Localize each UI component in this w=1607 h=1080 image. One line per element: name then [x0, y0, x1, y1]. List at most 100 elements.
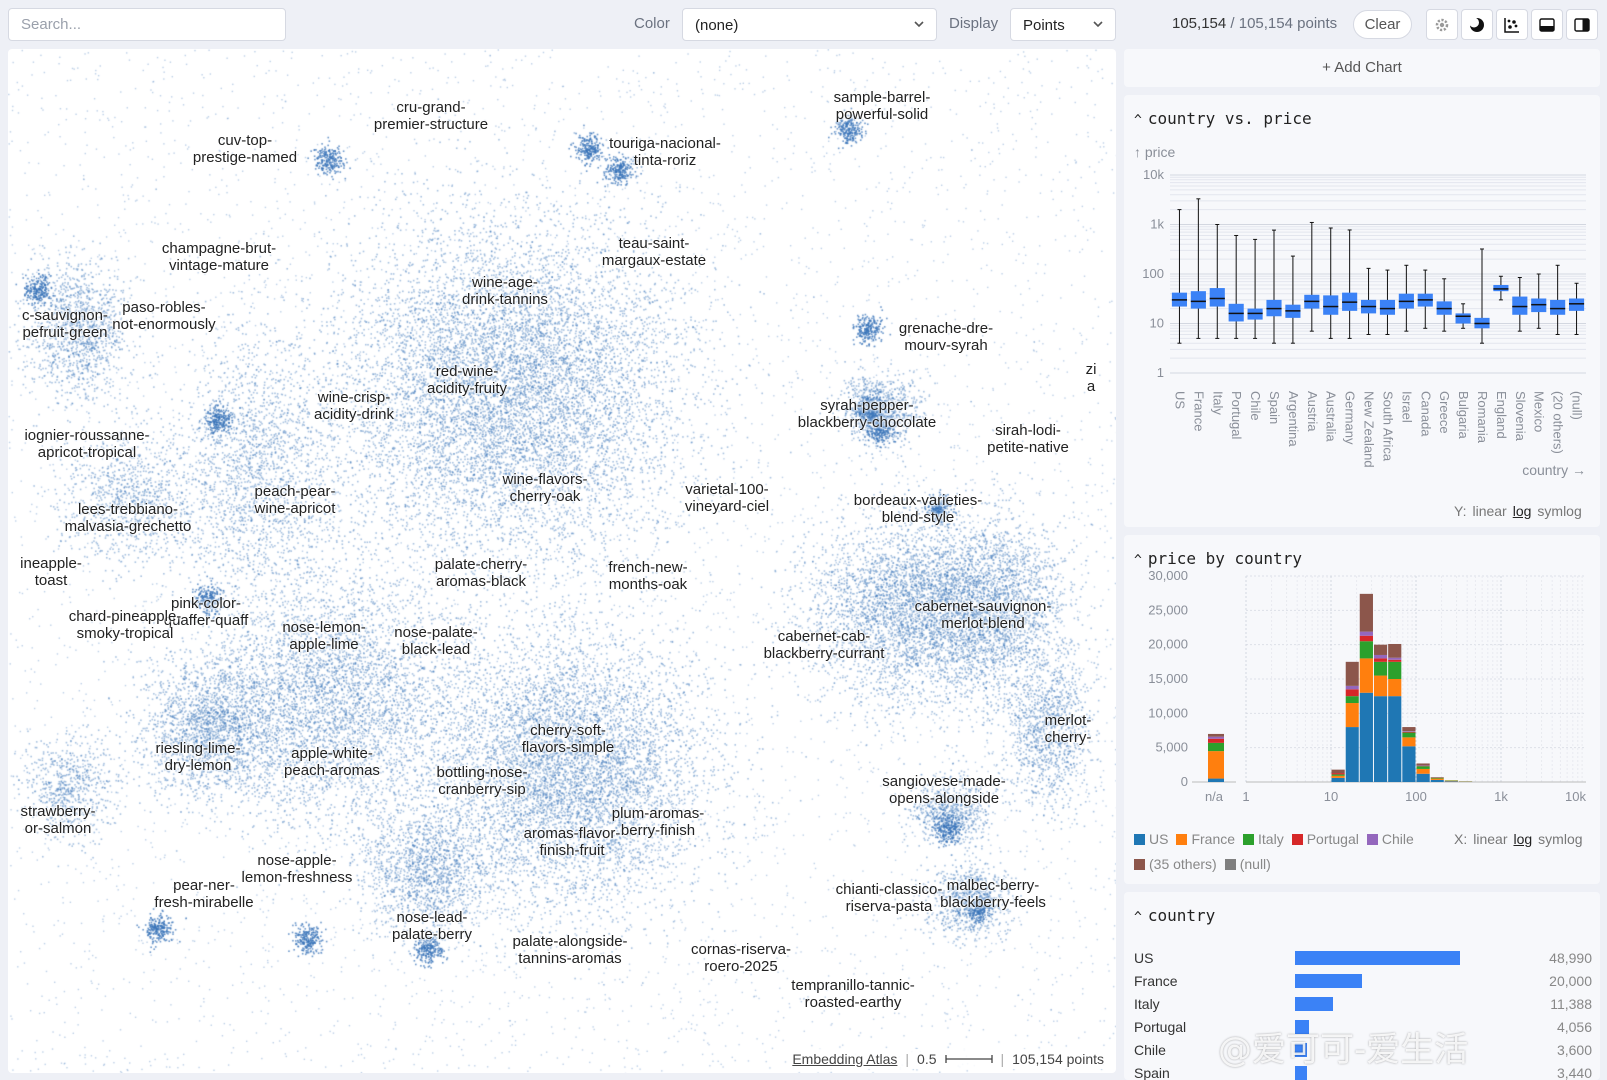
scale-option-linear[interactable]: linear — [1473, 831, 1508, 847]
cluster-label[interactable]: champagne-brut-vintage-mature — [161, 240, 277, 274]
histogram-bar-segment[interactable] — [1373, 644, 1388, 655]
histogram-bar-segment[interactable] — [1345, 689, 1359, 697]
histogram-bar-segment[interactable] — [1359, 658, 1373, 693]
cluster-label[interactable]: sangiovese-made-opens-alongside — [882, 773, 1006, 807]
cluster-label[interactable]: french-new-months-oak — [608, 559, 688, 593]
histogram-bar-segment[interactable] — [1331, 775, 1345, 778]
settings-button[interactable] — [1426, 9, 1458, 40]
histogram-bar-segment[interactable] — [1373, 654, 1388, 659]
histogram-bar-segment[interactable] — [1208, 778, 1224, 782]
add-chart-button[interactable]: + Add Chart — [1124, 49, 1600, 87]
cluster-label[interactable]: wine-crisp-acidity-drink — [313, 389, 395, 423]
histogram-bar-segment[interactable] — [1416, 766, 1430, 769]
histogram-bar-segment[interactable] — [1402, 746, 1416, 782]
cluster-label[interactable]: syrah-pepper-blackberry-chocolate — [797, 397, 937, 431]
country-list-title[interactable]: ^ country — [1134, 906, 1215, 925]
caret-up-icon[interactable]: ^ — [1134, 113, 1142, 128]
histogram-bar-segment[interactable] — [1331, 774, 1345, 776]
country-row[interactable]: US 48,990 — [1134, 946, 1592, 969]
histogram-bar-segment[interactable] — [1416, 773, 1430, 782]
histogram-bar-segment[interactable] — [1430, 778, 1444, 780]
cluster-label[interactable]: plum-aromas-berry-finish — [611, 805, 705, 839]
histogram-bar-segment[interactable] — [1208, 742, 1224, 752]
side-panel-button[interactable] — [1566, 9, 1598, 40]
cluster-label[interactable]: cuv-top-prestige-named — [192, 132, 298, 166]
histogram-bar-segment[interactable] — [1402, 732, 1416, 738]
theme-button[interactable] — [1461, 9, 1493, 40]
cluster-label[interactable]: chard-pineapple-smoky-tropical — [68, 608, 182, 642]
box[interactable] — [1190, 291, 1206, 309]
box[interactable] — [1512, 296, 1528, 315]
bottom-panel-button[interactable] — [1531, 9, 1563, 40]
histogram-bar-segment[interactable] — [1208, 738, 1224, 743]
scatter-mode-button[interactable] — [1496, 9, 1528, 40]
legend-item[interactable]: (35 others) — [1134, 856, 1217, 872]
histogram-bar-segment[interactable] — [1388, 696, 1402, 782]
histogram-bar-segment[interactable] — [1416, 768, 1430, 774]
histogram-bar-segment[interactable] — [1444, 780, 1458, 782]
histogram-bar-segment[interactable] — [1331, 769, 1345, 774]
cluster-label[interactable]: pink-color-quaffer-quaff — [163, 595, 249, 629]
cluster-label[interactable]: strawberry-or-salmon — [20, 803, 96, 837]
legend-item[interactable]: France — [1176, 831, 1235, 847]
cluster-label[interactable]: apple-white-peach-aromas — [284, 745, 380, 779]
country-row[interactable]: Chile 3,600 — [1134, 1038, 1592, 1061]
histogram-bar-segment[interactable] — [1208, 733, 1224, 737]
histogram-bar-segment[interactable] — [1416, 763, 1430, 766]
cluster-label[interactable]: chianti-classico-riserva-pasta — [835, 881, 943, 915]
histogram-bar-segment[interactable] — [1345, 727, 1359, 782]
caret-up-icon[interactable]: ^ — [1134, 553, 1142, 568]
box[interactable] — [1455, 313, 1471, 324]
cluster-label[interactable]: nose-lead-palate-berry — [391, 909, 473, 943]
histogram-bar-segment[interactable] — [1373, 696, 1388, 782]
cluster-label[interactable]: palate-alongside-tannins-aromas — [512, 933, 628, 967]
embedding-map[interactable]: cru-grand-premier-structure sample-barrel… — [8, 49, 1116, 1073]
histogram-bar-segment[interactable] — [1359, 641, 1373, 659]
histogram-title[interactable]: ^ price by country — [1134, 549, 1302, 568]
cluster-label[interactable]: wine-age-drink-tannins — [462, 274, 548, 308]
cluster-label[interactable]: paso-robles-not-enormously — [112, 299, 216, 333]
histogram-bar-segment[interactable] — [1208, 736, 1224, 739]
histogram-bar-segment[interactable] — [1430, 779, 1444, 782]
cluster-label[interactable]: bottling-nose-cranberry-sip — [436, 764, 528, 798]
box[interactable] — [1550, 299, 1566, 315]
histogram-bar-segment[interactable] — [1359, 631, 1373, 636]
histogram-bar-segment[interactable] — [1373, 675, 1388, 697]
histogram-bar-segment[interactable] — [1402, 737, 1416, 747]
legend-item[interactable]: (null) — [1224, 856, 1271, 872]
cluster-label[interactable]: palate-cherry-aromas-black — [434, 556, 528, 590]
histogram-bar-segment[interactable] — [1331, 777, 1345, 782]
cluster-label[interactable]: grenache-dre-mourv-syrah — [898, 320, 994, 354]
histogram-bar-segment[interactable] — [1373, 658, 1388, 662]
cluster-label[interactable]: cabernet-sauvignon-merlot-blend — [914, 598, 1052, 632]
cluster-label[interactable]: cabernet-cab-blackberry-currant — [763, 628, 885, 662]
cluster-label[interactable]: malbec-berry-blackberry-feels — [940, 877, 1046, 911]
country-row[interactable]: Spain 3,440 — [1134, 1061, 1592, 1080]
box[interactable] — [1493, 284, 1509, 292]
histogram-bar-segment[interactable] — [1402, 731, 1416, 733]
cluster-label[interactable]: sample-barrel-powerful-solid — [833, 89, 931, 123]
legend-item[interactable]: Portugal — [1291, 831, 1359, 847]
histogram-bar-segment[interactable] — [1345, 696, 1359, 704]
cluster-label[interactable]: pear-ner-fresh-mirabelle — [154, 877, 254, 911]
embedding-atlas-link[interactable]: Embedding Atlas — [792, 1051, 898, 1067]
cluster-label[interactable]: c-sauvignon-pefruit-green — [22, 307, 108, 341]
box[interactable] — [1323, 295, 1339, 315]
box[interactable] — [1568, 298, 1585, 311]
cluster-label[interactable]: zi a — [1085, 361, 1097, 395]
cluster-label[interactable]: riesling-lime-dry-lemon — [155, 740, 241, 774]
cluster-label[interactable]: ineapple-toast — [20, 555, 82, 589]
clear-button[interactable]: Clear — [1353, 10, 1412, 39]
country-row[interactable]: Portugal 4,056 — [1134, 1015, 1592, 1038]
cluster-label[interactable]: aromas-flavor-finish-fruit — [523, 825, 621, 859]
caret-up-icon[interactable]: ^ — [1134, 910, 1142, 925]
histogram-bar-segment[interactable] — [1373, 661, 1388, 676]
cluster-label[interactable]: iognier-roussanne-apricot-tropical — [24, 427, 150, 461]
histogram-bar-segment[interactable] — [1388, 657, 1402, 660]
histogram-bar-segment[interactable] — [1388, 659, 1402, 662]
cluster-label[interactable]: nose-apple-lemon-freshness — [241, 852, 353, 886]
histogram-bar-segment[interactable] — [1402, 727, 1416, 732]
box[interactable] — [1228, 303, 1244, 322]
color-select[interactable]: (none) — [682, 8, 937, 41]
cluster-label[interactable]: cru-grand-premier-structure — [373, 99, 489, 133]
